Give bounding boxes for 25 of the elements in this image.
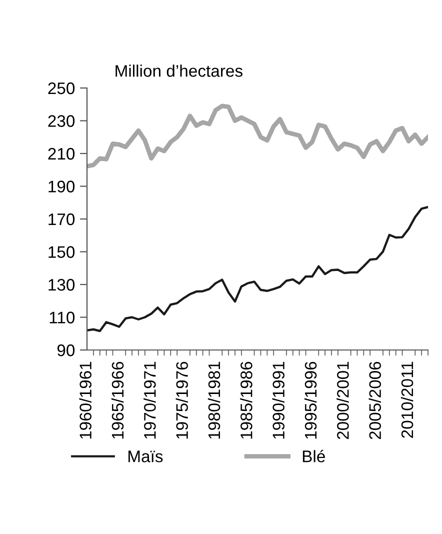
y-tick-label: 90 <box>57 344 75 356</box>
legend-label: Blé <box>302 450 325 462</box>
x-tick-label: 1980/1981 <box>208 362 220 439</box>
line-series <box>87 206 428 332</box>
line-series <box>87 104 428 168</box>
x-tick-label: 1965/1966 <box>111 362 124 439</box>
y-tick-label: 130 <box>48 278 75 291</box>
y-tick-label: 150 <box>48 246 75 258</box>
x-tick-label: 1990/1991 <box>272 362 284 439</box>
y-axis-title: Million d’hectares <box>116 64 242 77</box>
y-tick-label: 210 <box>48 148 75 160</box>
x-tick-label: 1985/1986 <box>240 362 252 439</box>
x-tick-label: 2000/2001 <box>336 362 349 440</box>
x-tick-label: 2010/2011 <box>400 362 414 438</box>
x-tick-label: 1970/1971 <box>144 362 156 439</box>
legend-label: Maïs <box>128 450 163 462</box>
x-tick-label: 1995/1996 <box>304 362 317 439</box>
y-tick-label: 250 <box>48 82 75 94</box>
x-tick-label: 1975/1976 <box>176 362 188 439</box>
y-tick-label: 190 <box>48 180 75 192</box>
y-tick-label: 230 <box>48 115 75 127</box>
x-tick-label: 1960/1961 <box>79 362 92 439</box>
x-tick-label: 2005/2006 <box>368 362 381 440</box>
y-tick-label: 110 <box>50 312 75 324</box>
y-tick-label: 170 <box>48 213 75 226</box>
